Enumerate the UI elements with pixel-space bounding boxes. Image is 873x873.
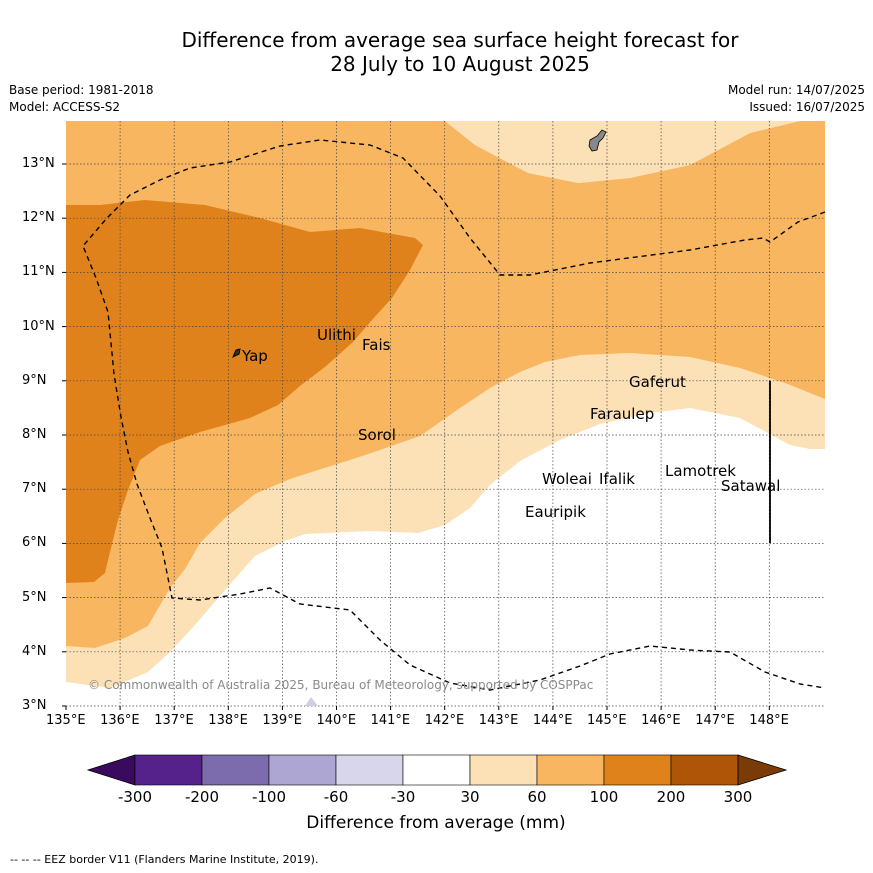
place-ifalik: Ifalik [599, 470, 635, 488]
y-tick-label: 8°N [22, 427, 47, 442]
place-fais: Fais [362, 336, 391, 354]
y-tick-label: 11°N [22, 264, 55, 280]
band-100-200 [66, 200, 423, 583]
colorbar-tick-label: 30 [460, 788, 480, 806]
colorbar-title: Difference from average (mm) [306, 813, 566, 833]
place-eauripik: Eauripik [525, 503, 586, 521]
x-tick-label: 140°E [316, 713, 357, 728]
axis-ticks [62, 163, 770, 710]
x-tick-label: 137°E [154, 713, 194, 728]
band-30-60-north [445, 121, 825, 183]
x-tick-label: 138°E [208, 713, 248, 728]
copyright-notice: © Commonwealth of Australia 2025, Bureau… [88, 678, 594, 692]
place-satawal: Satawal [721, 477, 781, 495]
x-tick-label: 147°E [695, 713, 735, 728]
yap-island [232, 348, 241, 359]
y-tick-label: 10°N [22, 318, 55, 334]
x-tick-label: 142°E [424, 713, 465, 728]
guam-island [588, 129, 607, 152]
colorbar-tick-label: -300 [117, 788, 153, 806]
colorbar-tick-label: 100 [589, 788, 619, 806]
y-tick-label: 12°N [22, 210, 55, 226]
x-tick-label: 143°E [478, 713, 519, 728]
y-tick-label: 7°N [22, 481, 47, 497]
map-fill-layer [66, 121, 825, 706]
x-tick-label: 146°E [641, 713, 681, 728]
place-ulithi: Ulithi [317, 326, 356, 344]
x-tick-label: 135°E [46, 713, 86, 728]
place-gaferut: Gaferut [629, 373, 686, 391]
x-tick-label: 145°E [587, 713, 627, 728]
colorbar-tick-label: -60 [323, 788, 349, 806]
x-tick-label: 136°E [100, 713, 140, 728]
model-name: Model: ACCESS-S2 [9, 100, 121, 114]
place-lamotrek: Lamotrek [665, 462, 736, 480]
map-gridlines [66, 121, 825, 707]
land-marker [305, 697, 318, 706]
place-sorol: Sorol [358, 426, 396, 444]
colorbar-tick-label: -100 [251, 788, 287, 806]
y-tick-label: 5°N [22, 589, 47, 605]
x-tick-label: 139°E [262, 713, 302, 728]
model-run: Model run: 14/07/2025 [727, 83, 865, 97]
y-tick-label: 3°N [22, 698, 47, 713]
y-tick-label: 13°N [22, 156, 55, 171]
y-tick-label: 9°N [22, 372, 47, 388]
colorbar-tick-label: 300 [723, 788, 753, 806]
eez-legend-note: -- -- -- EEZ border V11 (Flanders Marine… [10, 853, 319, 866]
x-tick-label: 148°E [749, 713, 789, 728]
issued-date: Issued: 16/07/2025 [749, 100, 865, 114]
colorbar-tick-label: -30 [390, 788, 416, 806]
y-tick-label: 6°N [22, 535, 47, 551]
map-title-line-2: 28 July to 10 August 2025 [330, 52, 590, 76]
base-period: Base period: 1981-2018 [9, 83, 154, 97]
colorbar-tick-label: 60 [527, 788, 547, 806]
x-tick-label: 141°E [370, 713, 411, 728]
colorbar-tick-label: 200 [656, 788, 686, 806]
place-faraulep: Faraulep [590, 405, 655, 423]
x-tick-label: 144°E [532, 713, 573, 728]
map-title-line-1: Difference from average sea surface heig… [181, 28, 739, 52]
colorbar-tick-label: -200 [184, 788, 220, 806]
place-yap: Yap [242, 347, 268, 365]
place-woleai: Woleai [542, 470, 592, 488]
y-tick-label: 4°N [22, 643, 47, 659]
